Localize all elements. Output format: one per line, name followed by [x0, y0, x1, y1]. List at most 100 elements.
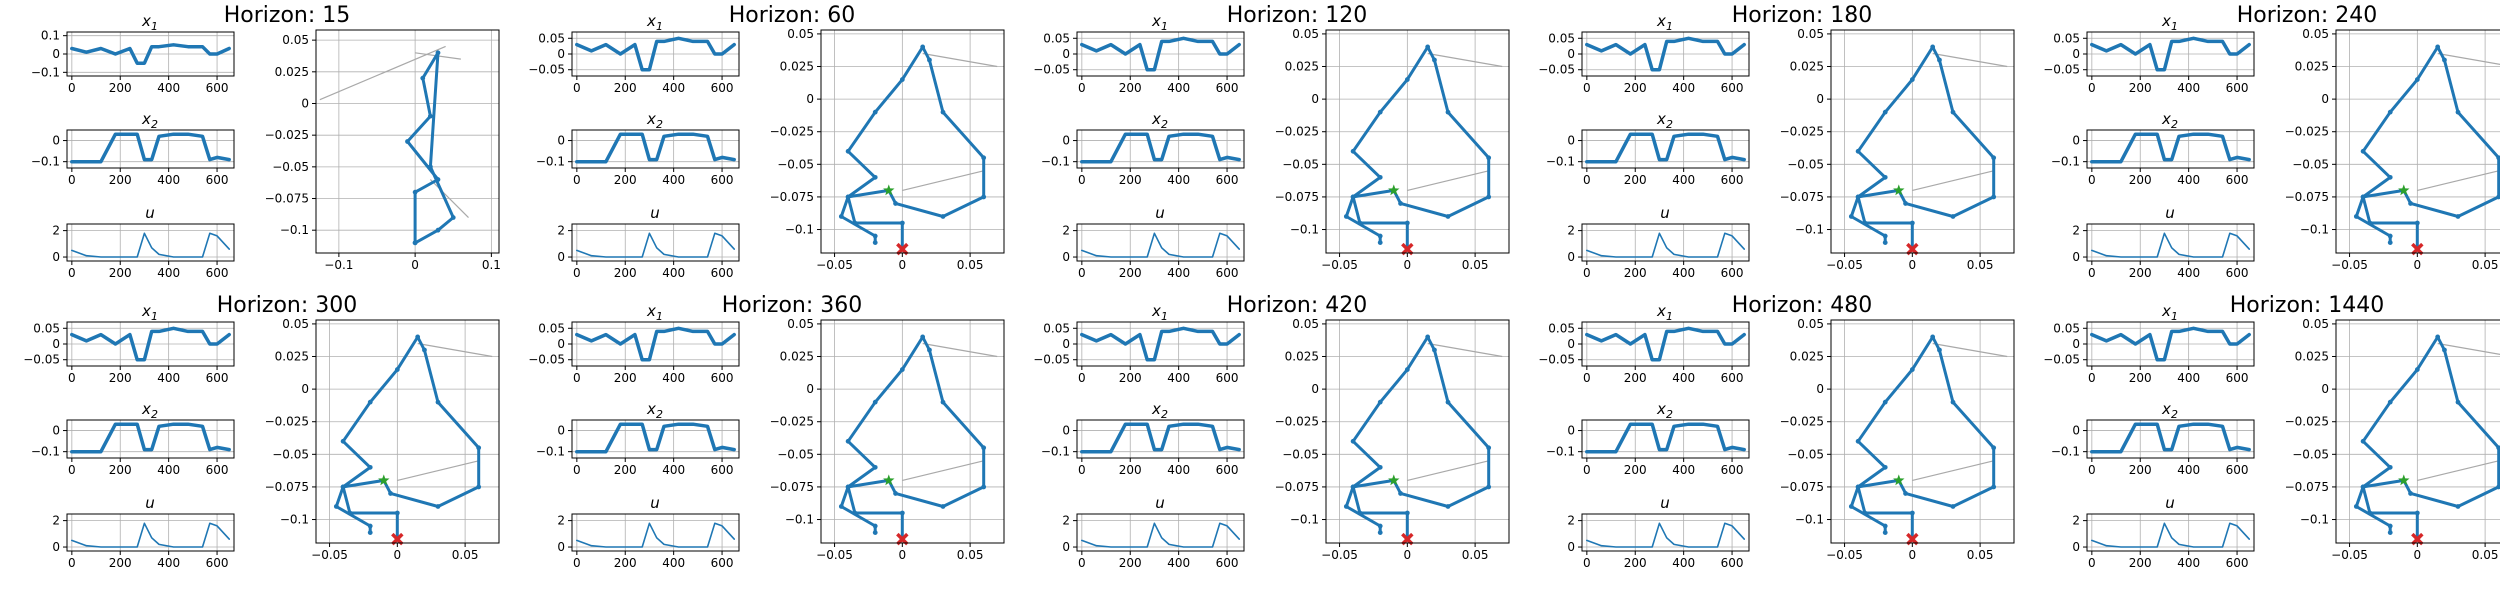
- x2-xtick-label-2: 400: [2177, 173, 2200, 187]
- x2-title: x2: [2161, 400, 2178, 421]
- u-ytick-label-0: 0: [1062, 250, 1070, 264]
- jump-line-0: [1427, 52, 1503, 68]
- x1-ytick-label-0: −0.05: [1033, 63, 1070, 77]
- u-axes: 0 200 400 600 0 2: [1567, 514, 1749, 570]
- trajectory-point-5: [1855, 148, 1861, 154]
- phase-ytick-label-1: −0.075: [265, 480, 309, 494]
- u-title: u: [1155, 204, 1165, 222]
- trajectory-point-2: [1862, 510, 1868, 516]
- u-series-line: [1586, 232, 1745, 258]
- target-marker-stroke-2: [1401, 242, 1414, 256]
- phase-frame: [1325, 319, 1510, 544]
- phase-xtick-label-2: 0.05: [452, 548, 479, 562]
- phase-ytick-label-3: −0.025: [770, 125, 814, 139]
- x1-series-line: [575, 36, 736, 72]
- x2-xtick-label-2: 400: [662, 173, 685, 187]
- phase-ytick-label-3: −0.025: [2285, 125, 2329, 139]
- x2-title: x2: [1151, 400, 1168, 421]
- trajectory-point-9: [927, 347, 932, 353]
- u-ytick-label-0: 0: [1062, 540, 1070, 554]
- trajectory-point-11: [2496, 445, 2500, 451]
- u-xtick-label-1: 200: [614, 556, 637, 570]
- u-xtick-label-3: 600: [206, 556, 229, 570]
- trajectory-point-11: [1486, 445, 1492, 451]
- phase-xtick-label-1: 0: [2414, 258, 2422, 272]
- x2-xtick-label-3: 600: [1216, 173, 1239, 187]
- phase-ytick-label-3: −0.025: [265, 128, 309, 142]
- x2-ytick-label-0: −0.1: [1546, 445, 1575, 459]
- phase-ytick-label-5: 0.025: [1790, 350, 1824, 364]
- x2-frame: [2086, 419, 2255, 459]
- x1-axes: 0 200 400 600 −0.05 0 0.05: [528, 31, 739, 95]
- x2-title: x2: [141, 110, 158, 131]
- trajectory-point-16: [2360, 194, 2366, 200]
- trajectory-point-11: [981, 155, 987, 161]
- phase-xtick-label-1: 0: [1909, 548, 1917, 562]
- x1-subplot: x1 0 200 400 600 −0.05 0 0.05: [1538, 12, 1750, 95]
- x2-series-line: [575, 422, 736, 454]
- x1-xtick-label-2: 400: [157, 81, 180, 95]
- u-axes: 0 200 400 600 0 2: [1062, 224, 1244, 280]
- x1-xtick-label-3: 600: [1721, 371, 1744, 385]
- u-frame: [2086, 223, 2255, 262]
- x1-xtick-label-2: 400: [662, 371, 685, 385]
- x1-subplot: x1 0 200 400 600 −0.1 0 0.1: [31, 12, 235, 95]
- x1-frame: [1076, 31, 1245, 77]
- trajectory-point-10: [1445, 109, 1451, 115]
- phase-ytick-label-3: −0.025: [1780, 125, 1824, 139]
- target-marker: [896, 532, 909, 546]
- trajectory-line: [1344, 335, 1491, 541]
- trajectory-point-11: [981, 445, 987, 451]
- x2-xtick-label-2: 400: [1167, 463, 1190, 477]
- x2-ytick-label-0: −0.1: [1041, 445, 1070, 459]
- phase-axes: −0.05 0 0.05 −0.1 −0.075 −0.05 −0.025 0 0.025 0.0…: [1780, 27, 2014, 272]
- u-ytick-label-1: 2: [557, 514, 565, 528]
- x1-ytick-label-1: 0: [557, 337, 565, 351]
- trajectory-point-17: [2353, 504, 2359, 509]
- trajectory-point-17: [838, 504, 844, 509]
- trajectory-point-9: [1432, 347, 1437, 353]
- x2-series-line: [2090, 132, 2251, 164]
- trajectory-point-18: [1882, 233, 1888, 239]
- trajectory-point-8: [450, 215, 456, 220]
- u-ytick-label-0: 0: [1567, 250, 1575, 264]
- trajectory-point-13: [940, 504, 946, 509]
- x2-series-line: [1585, 422, 1746, 454]
- panel-title: Horizon: 15: [224, 3, 351, 28]
- x1-frame: [571, 31, 740, 77]
- target-marker-stroke-2: [2411, 242, 2424, 256]
- x2-xtick-label-0: 0: [2088, 463, 2096, 477]
- trajectory-point-12: [2496, 484, 2500, 490]
- phase-frame: [315, 319, 500, 544]
- x2-subplot: x2 0 200 400 600 −0.1 0: [536, 110, 740, 187]
- phase-portrait: −0.05 0 0.05 −0.1 −0.075 −0.05 −0.025 0 0.025 0.0…: [265, 317, 500, 562]
- phase-frame: [820, 29, 1005, 254]
- phase-xtick-label-0: −0.05: [311, 548, 348, 562]
- trajectory-point-6: [872, 109, 878, 115]
- trajectory-point-12: [1991, 484, 1997, 490]
- x2-ytick-label-1: 0: [557, 424, 565, 438]
- x1-ytick-label-2: 0.05: [1043, 321, 1070, 335]
- trajectory-point-18: [872, 523, 878, 529]
- phase-ytick-label-4: 0: [2321, 382, 2329, 396]
- u-xtick-label-0: 0: [68, 266, 76, 280]
- target-marker: [896, 242, 909, 256]
- x2-xtick-label-1: 200: [109, 463, 132, 477]
- x2-subplot: x2 0 200 400 600 −0.1 0: [31, 400, 235, 477]
- trajectory-point-18: [2387, 523, 2393, 529]
- u-series-line: [1081, 232, 1240, 258]
- trajectory-point-19: [2387, 240, 2393, 245]
- u-frame: [66, 223, 235, 262]
- x2-xtick-label-0: 0: [1078, 463, 1086, 477]
- x1-title: x1: [2161, 302, 2178, 323]
- u-title: u: [1155, 494, 1165, 512]
- trajectory-point-5: [420, 75, 426, 81]
- trajectory-point-17: [1343, 214, 1349, 219]
- x2-xtick-label-0: 0: [68, 173, 76, 187]
- trajectory-point-19: [1377, 240, 1383, 245]
- phase-xtick-label-1: 0: [1404, 258, 1412, 272]
